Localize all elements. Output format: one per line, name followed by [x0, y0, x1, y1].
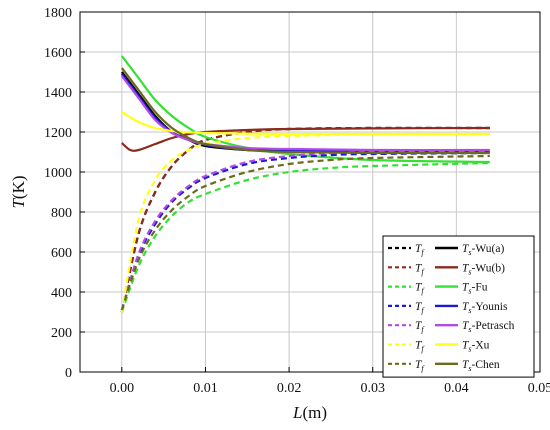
- ts-line-wu-a: [120, 71, 490, 154]
- x-tick-label: 0.02: [277, 381, 302, 396]
- tf-line-younis: [120, 151, 490, 311]
- tf-line-fu: [120, 161, 490, 313]
- plot-frame: [79, 11, 541, 373]
- y-tick-label: 600: [51, 246, 72, 261]
- y-tick-label: 1400: [44, 86, 72, 101]
- legend-ts-label-younis: Ts-Younis: [462, 301, 508, 315]
- x-tick-label: 0.03: [360, 381, 385, 396]
- y-tick-label: 1800: [44, 6, 72, 21]
- legend-tf-label-xu: Tf: [415, 340, 425, 354]
- legend-ts-label-wu-b: Ts-Wu(b): [462, 262, 505, 276]
- x-tick-label: 0.00: [110, 381, 135, 396]
- y-tick-label: 800: [51, 206, 72, 221]
- y-tick-label: 400: [51, 286, 72, 301]
- y-tick-label: 1000: [44, 166, 72, 181]
- x-axis-label: L(m): [292, 403, 327, 422]
- legend-ts-label-petrasch: Ts-Petrasch: [462, 320, 515, 334]
- ts-line-younis: [120, 73, 490, 154]
- series-layer: [120, 55, 490, 313]
- x-tick-label: 0.01: [193, 381, 218, 396]
- legend-box: [382, 235, 535, 378]
- legend-ts-label-fu: Ts-Fu: [462, 282, 488, 296]
- legend-ts-label-wu-a: Ts-Wu(a): [462, 243, 504, 257]
- y-tick-label: 200: [51, 326, 72, 341]
- ts-line-chen: [120, 67, 490, 155]
- legend-ts-label-xu: Ts-Xu: [462, 340, 490, 354]
- x-tick-label: 0.05: [528, 381, 550, 396]
- ts-line-fu: [120, 55, 490, 164]
- axis-ticks: 0.00 0.01 0.02 0.03 0.04 0.05 0 200 400 600 800 100…: [44, 6, 550, 396]
- legend-ts-label-chen: Ts-Chen: [462, 359, 500, 373]
- legend-tf-label-wu-b: Tf: [415, 262, 425, 276]
- legend-tf-label-fu: Tf: [415, 282, 425, 296]
- legend: Tf Ts-Wu(a) Tf Ts-Wu(b) Tf Ts-Fu Tf Ts-Younis Tf…: [382, 235, 535, 378]
- y-tick-label: 1600: [44, 46, 72, 61]
- legend-tf-label-wu-a: Tf: [415, 243, 425, 257]
- ts-line-petrasch: [120, 75, 490, 152]
- y-tick-label: 1200: [44, 126, 72, 141]
- y-axis-label: T(K): [9, 175, 28, 208]
- y-tick-label: 0: [65, 366, 72, 381]
- tf-line-chen: [120, 154, 490, 311]
- legend-tf-label-petrasch: Tf: [415, 320, 425, 334]
- x-tick-label: 0.04: [444, 381, 469, 396]
- legend-tf-label-younis: Tf: [415, 301, 425, 315]
- legend-tf-label-chen: Tf: [415, 359, 425, 373]
